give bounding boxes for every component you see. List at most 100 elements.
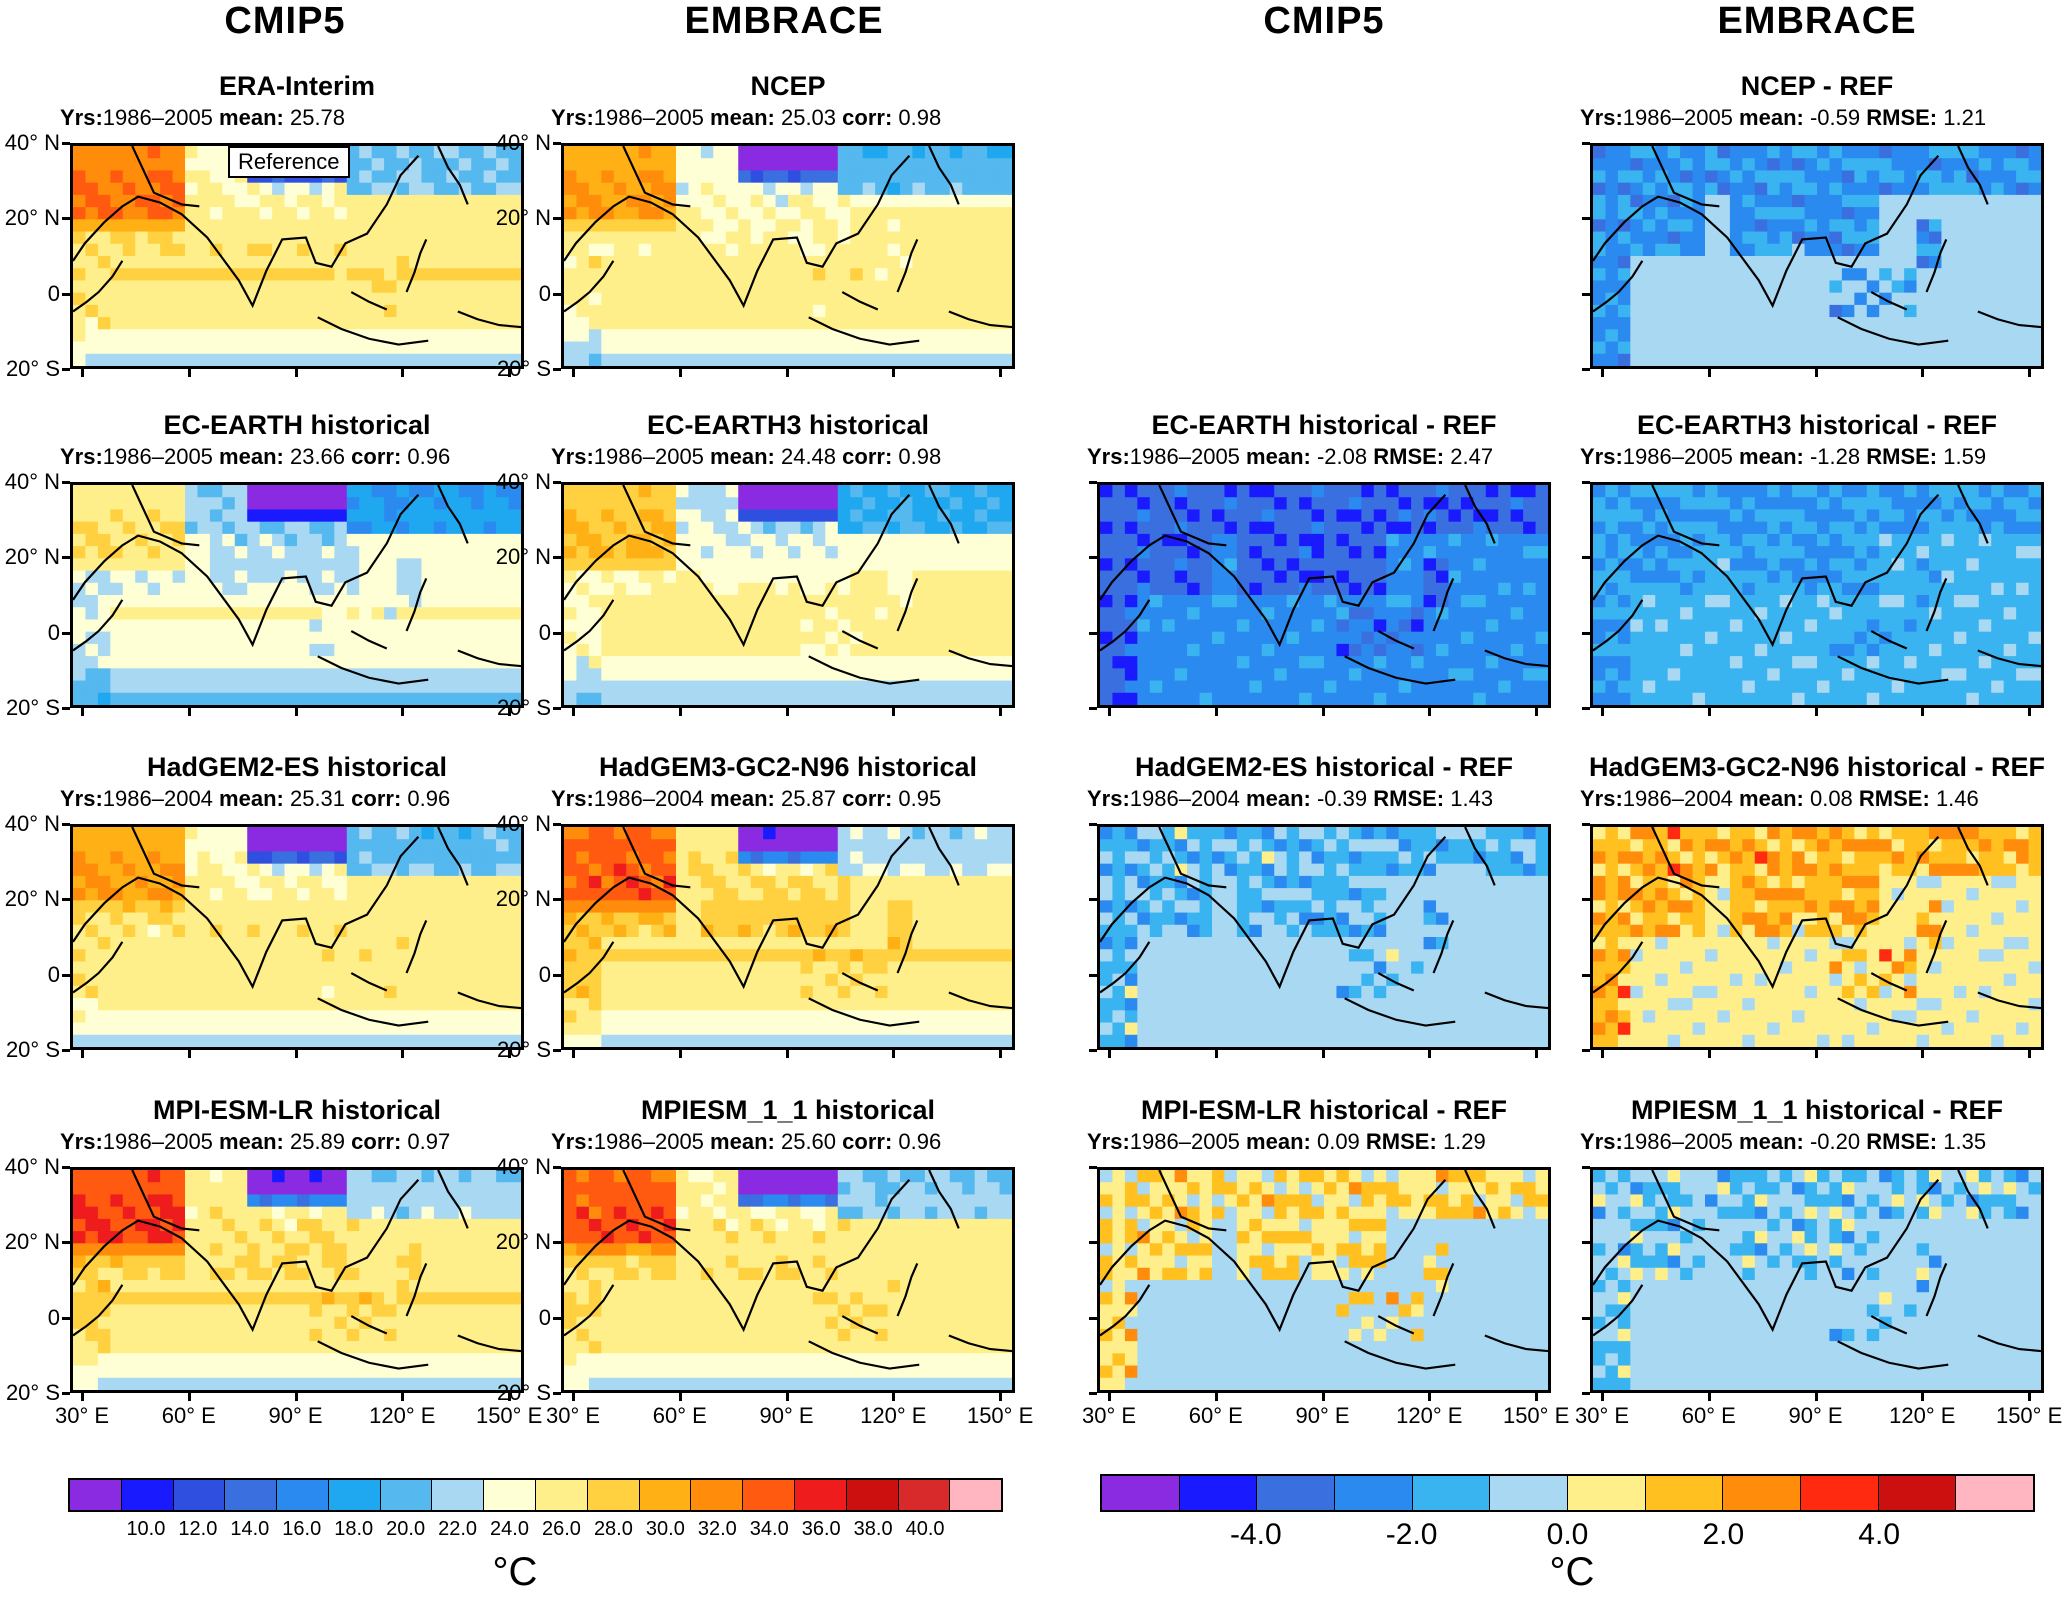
field-cell [1655, 595, 1669, 608]
field-cell [1448, 643, 1462, 657]
field-cell [1817, 485, 1831, 498]
field-cell [471, 839, 485, 853]
field-cell [1729, 256, 1743, 269]
field-cell [1510, 643, 1524, 657]
field-cell [1137, 631, 1151, 645]
field-cell [433, 631, 447, 645]
field-cell [875, 546, 889, 559]
field-cell [999, 619, 1012, 633]
field-cell [788, 304, 802, 318]
field-cell [1829, 146, 1843, 159]
field-cell [371, 280, 385, 294]
field-cell [1717, 595, 1731, 608]
field-cell [1236, 680, 1250, 694]
field-cell [564, 533, 578, 547]
field-cell [837, 582, 851, 596]
field-cell [1630, 668, 1644, 682]
field-cell [1742, 231, 1756, 245]
field-cell [1717, 607, 1731, 621]
field-cell [1274, 570, 1288, 584]
field-cell [197, 485, 211, 498]
field-cell [259, 509, 273, 523]
field-cell [987, 219, 1001, 233]
field-cell [850, 521, 864, 535]
field-cell [1817, 353, 1831, 366]
field-cell [1617, 256, 1631, 269]
stat-value-corr: 0.98 [898, 444, 942, 469]
field-cell [1904, 631, 1918, 645]
field-cell [209, 692, 223, 705]
field-cell [725, 668, 739, 682]
field-cell [1767, 558, 1781, 572]
field-cell [247, 317, 261, 330]
field-cell [1605, 656, 1619, 669]
field-cell [974, 268, 988, 282]
field-cell [321, 680, 335, 694]
field-cell [1498, 533, 1512, 547]
field-cell [1124, 570, 1138, 584]
field-cell [651, 219, 665, 233]
field-cell [160, 558, 174, 572]
field-cell [185, 582, 199, 596]
field-cell [297, 546, 311, 559]
field-cell [1854, 509, 1868, 523]
field-cell [1891, 280, 1905, 294]
field-cell [1473, 656, 1487, 669]
field-cell [1804, 341, 1818, 355]
field-cell [458, 607, 472, 621]
field-cell [1473, 521, 1487, 535]
field-cell [750, 521, 764, 535]
field-cell [1879, 533, 1893, 547]
field-cell [147, 692, 161, 705]
field-cell [234, 317, 248, 330]
field-cell [1398, 631, 1412, 645]
field-cell [284, 256, 298, 269]
field-cell [1841, 231, 1855, 245]
field-cell [725, 521, 739, 535]
field-cell [1941, 485, 1955, 498]
field-cell [688, 521, 702, 535]
field-cell [1411, 485, 1425, 498]
field-cell [626, 231, 640, 245]
field-cell [209, 207, 223, 220]
field-cell [663, 521, 677, 535]
field-cell [471, 509, 485, 523]
field-cell [471, 558, 485, 572]
field-cell [912, 570, 926, 584]
field-cell [588, 243, 602, 257]
field-cell [800, 619, 814, 633]
field-cell [1336, 570, 1350, 584]
stat-value-years: 1986–2005 [593, 105, 704, 130]
field-cell [371, 570, 385, 584]
field-cell [1605, 219, 1619, 233]
field-cell [234, 207, 248, 220]
field-cell [1460, 546, 1474, 559]
field-cell [1991, 509, 2005, 523]
field-cell [197, 292, 211, 306]
field-cell [1386, 692, 1400, 705]
field-cell [359, 546, 373, 559]
field-cell [73, 558, 87, 572]
field-cell [334, 268, 348, 282]
field-cell [875, 207, 889, 220]
field-cell [458, 304, 472, 318]
field-cell [862, 582, 876, 596]
field-cell [862, 521, 876, 535]
field-cell [875, 353, 889, 366]
field-cell [1485, 509, 1499, 523]
field-cell [1941, 558, 1955, 572]
field-cell [775, 668, 789, 682]
field-cell [688, 680, 702, 694]
field-cell [259, 243, 273, 257]
field-cell [1361, 668, 1375, 682]
field-cell [346, 317, 360, 330]
field-cell [651, 353, 665, 366]
field-cell [1978, 268, 1992, 282]
field-cell [1705, 509, 1719, 523]
field-cell [483, 680, 497, 694]
field-cell [1224, 546, 1238, 559]
field-cell [259, 900, 273, 914]
field-cell [1642, 158, 1656, 172]
field-cell [588, 268, 602, 282]
field-cell [1705, 607, 1719, 621]
